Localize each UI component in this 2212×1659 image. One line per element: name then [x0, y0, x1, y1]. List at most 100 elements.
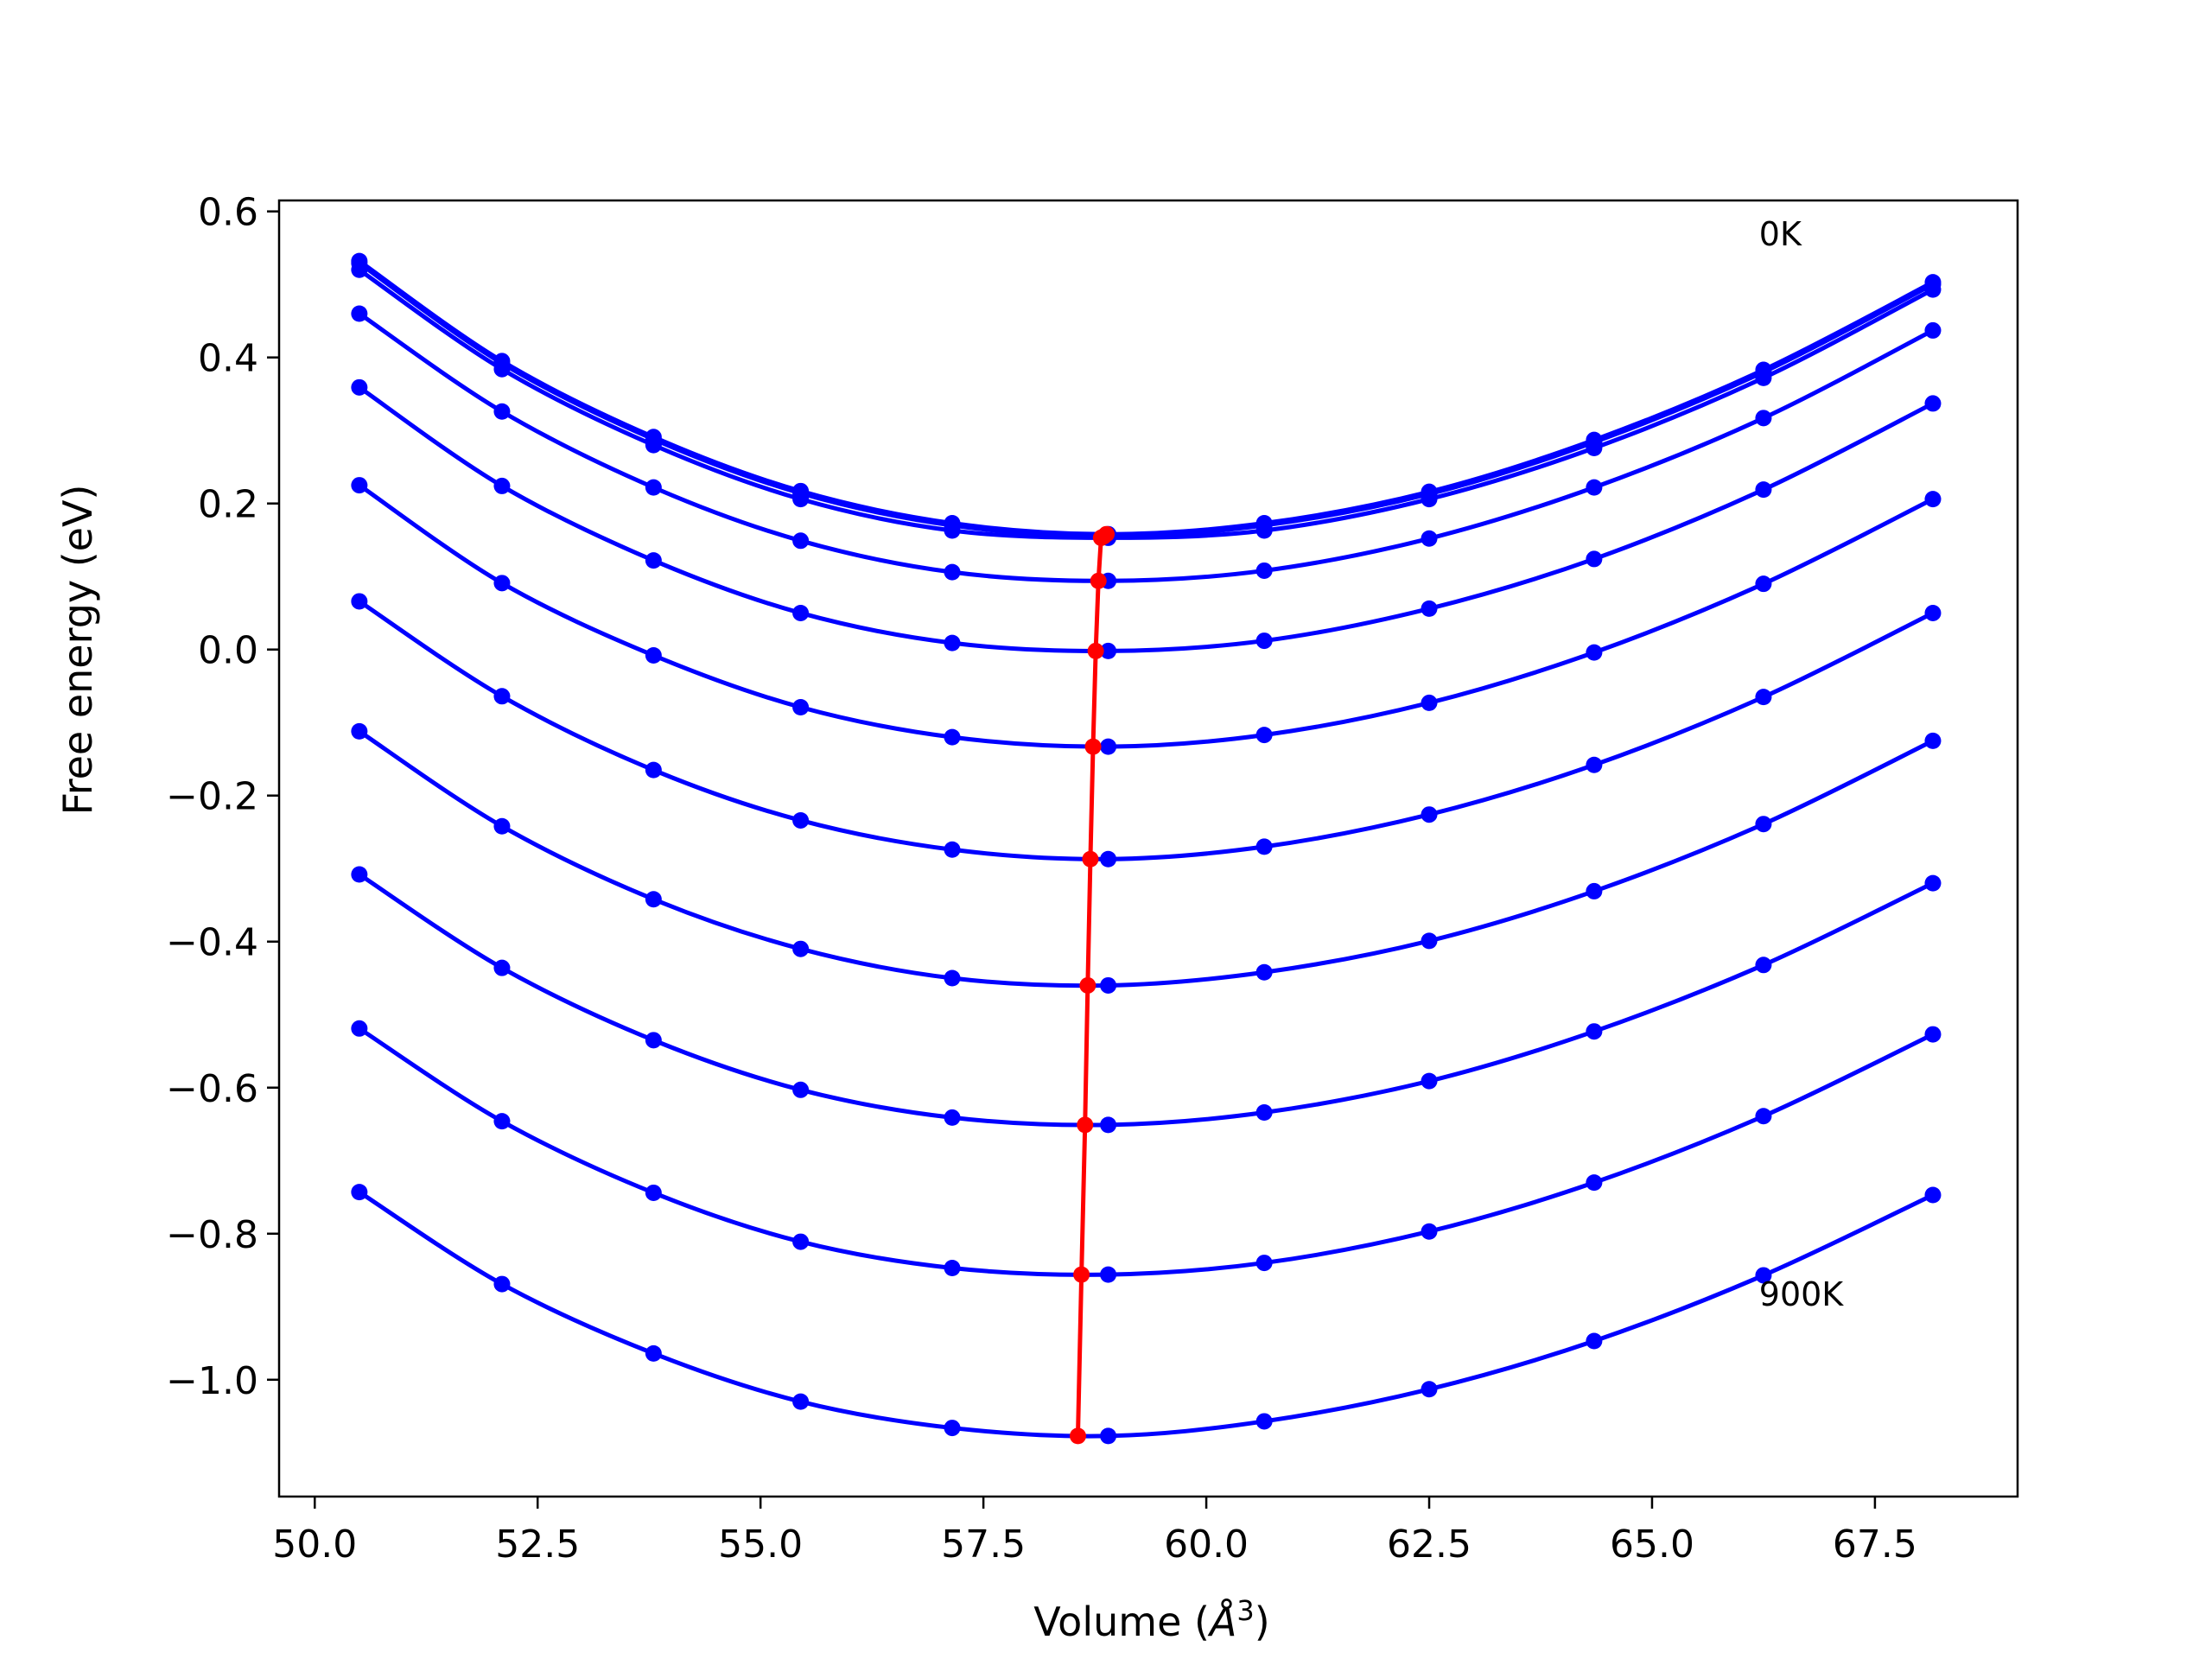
data-point [351, 593, 368, 610]
plot-frame [277, 199, 2019, 1498]
temperature-annotation: 0K [1759, 215, 1802, 253]
minimum-point [1084, 738, 1102, 755]
x-axis-label-exponent: 3 [1236, 1594, 1254, 1627]
y-tick-label: −0.2 [166, 775, 258, 819]
data-point [1255, 632, 1273, 650]
data-point [1924, 604, 1942, 621]
minimum-point [1069, 1427, 1086, 1445]
ticks-layer: 50.0 52.5 55.0 57.5 60.0 62.5 65.0 67.5 0.6 0.4 0.… [166, 191, 1917, 1567]
data-point [1924, 491, 1942, 508]
data-point [792, 532, 810, 550]
minimum-point [1077, 1116, 1094, 1134]
data-point [944, 1420, 961, 1437]
data-point [1421, 1223, 1438, 1240]
data-point [792, 604, 810, 621]
data-point [1255, 963, 1273, 981]
data-point [1755, 816, 1772, 833]
y-axis-label: Free energy (eV) [54, 485, 101, 816]
data-point [1586, 550, 1603, 568]
data-point [645, 1032, 662, 1049]
data-point [493, 477, 511, 494]
data-point [493, 1113, 511, 1130]
data-point [1586, 756, 1603, 773]
data-point [351, 477, 368, 494]
data-point [1924, 1186, 1942, 1204]
series-layer [351, 252, 1942, 1445]
data-point [1586, 479, 1603, 496]
data-point [1586, 1174, 1603, 1192]
data-point [493, 959, 511, 976]
data-point [1924, 732, 1942, 749]
data-point [351, 1184, 368, 1201]
data-point [1421, 932, 1438, 950]
data-point [1255, 522, 1273, 539]
data-point [645, 646, 662, 664]
data-point [351, 722, 368, 740]
data-point [1100, 850, 1117, 868]
data-point [1924, 874, 1942, 892]
data-point [1586, 1332, 1603, 1350]
x-tick-label: 65.0 [1610, 1522, 1694, 1567]
data-point [792, 1393, 810, 1410]
data-point [1421, 491, 1438, 508]
data-point [944, 634, 961, 652]
data-point [944, 1259, 961, 1276]
data-point [1924, 1026, 1942, 1043]
y-tick-label: 0.0 [198, 629, 258, 673]
data-point [1255, 562, 1273, 579]
data-point [1586, 882, 1603, 899]
y-tick-label: −0.6 [166, 1067, 258, 1111]
data-point [792, 811, 810, 829]
minimum-point [1090, 572, 1107, 589]
data-point [645, 552, 662, 569]
x-tick-label: 62.5 [1387, 1522, 1471, 1567]
data-point [792, 1233, 810, 1250]
data-point [1421, 600, 1438, 617]
data-point [493, 575, 511, 592]
data-point [1421, 1072, 1438, 1090]
data-point [1755, 369, 1772, 386]
y-tick-label: −0.4 [166, 921, 258, 965]
data-point [944, 841, 961, 858]
data-point [1100, 738, 1117, 755]
data-point [1255, 838, 1273, 855]
data-point [944, 563, 961, 581]
data-point [792, 1081, 810, 1098]
data-point [944, 1109, 961, 1126]
data-point [493, 403, 511, 420]
data-point [351, 866, 368, 883]
x-axis-label-unit: Å [1207, 1599, 1236, 1645]
x-tick-label: 52.5 [495, 1522, 580, 1567]
data-point [351, 305, 368, 322]
x-tick-label: 55.0 [718, 1522, 803, 1567]
data-point [1100, 1116, 1117, 1134]
minima-layer [1069, 525, 1116, 1445]
data-point [493, 1275, 511, 1293]
data-point [944, 969, 961, 987]
data-point [1421, 806, 1438, 823]
data-point [1924, 395, 1942, 412]
data-point [1755, 1267, 1772, 1284]
data-point [1100, 1266, 1117, 1283]
data-point [1255, 727, 1273, 744]
data-point [1755, 481, 1772, 499]
data-point [1755, 689, 1772, 706]
data-point [792, 491, 810, 508]
data-point [1255, 1103, 1273, 1121]
data-point [1255, 1255, 1273, 1272]
y-tick-label: −0.8 [166, 1213, 258, 1257]
data-point [1924, 321, 1942, 339]
data-point [1100, 1427, 1117, 1445]
data-point [645, 479, 662, 496]
data-point [645, 436, 662, 454]
data-point [1586, 1023, 1603, 1040]
data-point [1586, 644, 1603, 661]
y-tick-label: 0.6 [198, 191, 258, 235]
minimum-point [1073, 1266, 1090, 1283]
x-axis-label: Volume (Å3) [1033, 1594, 1269, 1645]
data-point [1255, 1413, 1273, 1430]
data-point [1924, 281, 1942, 298]
